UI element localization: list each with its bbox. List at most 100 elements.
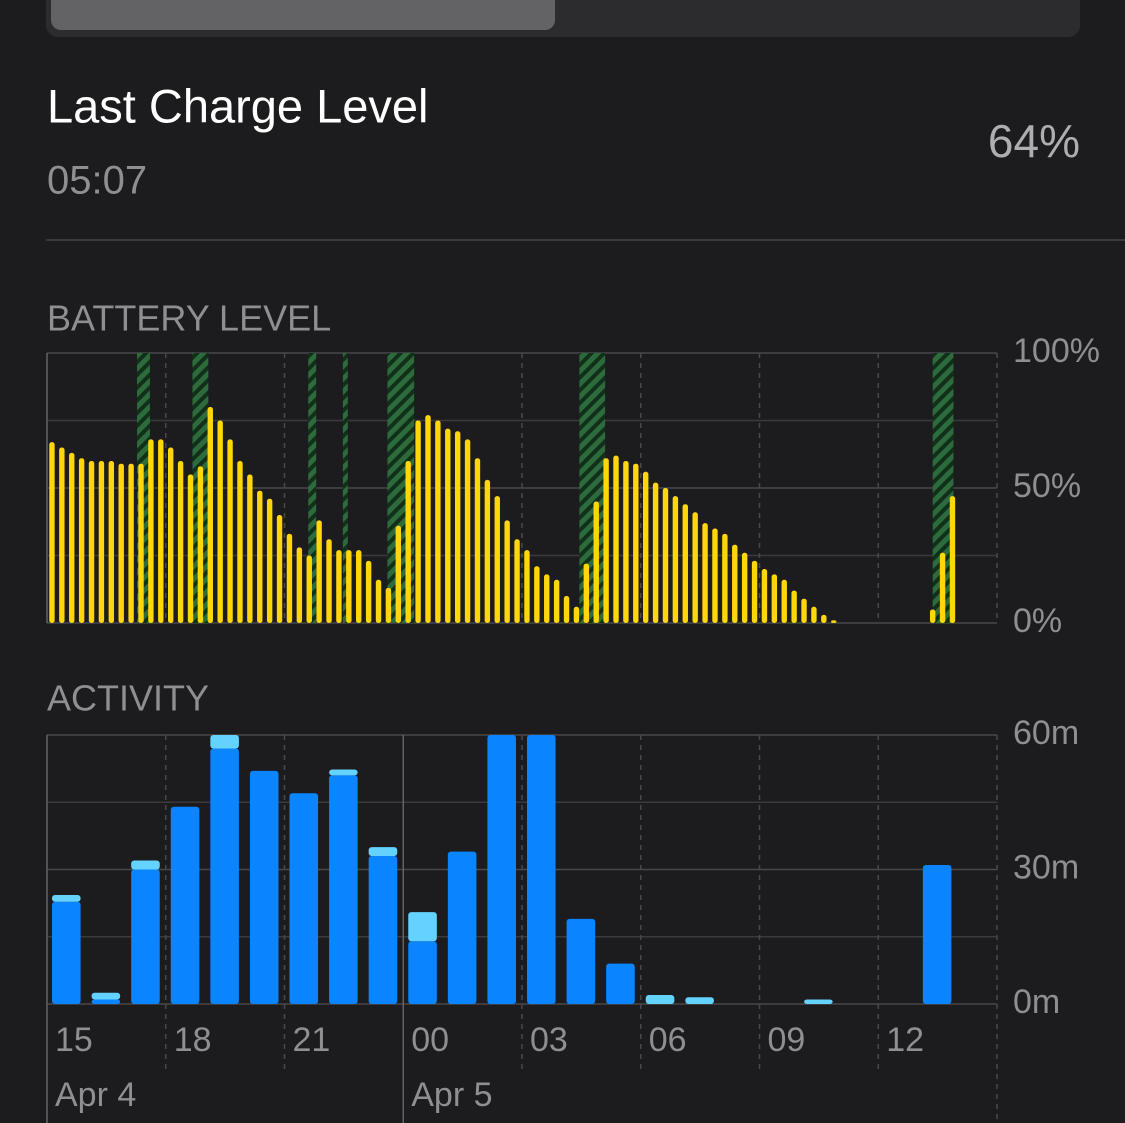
battery-bar — [118, 463, 124, 623]
charging-period — [308, 353, 317, 623]
selected-segment[interactable] — [51, 0, 555, 30]
battery-bar — [138, 463, 144, 623]
battery-bar — [148, 439, 154, 623]
battery-bar — [603, 458, 609, 623]
activity-bar — [408, 912, 437, 942]
battery-bar — [504, 520, 510, 623]
battery-bar — [682, 504, 688, 623]
battery-bar — [722, 533, 728, 623]
battery-bar — [266, 498, 273, 623]
battery-bar — [128, 463, 134, 623]
activity-bar — [368, 847, 398, 857]
battery-bar — [662, 488, 669, 623]
charging-period — [579, 353, 606, 623]
battery-bar — [108, 461, 115, 623]
battery-bar — [544, 574, 550, 623]
charge-time: 05:07 — [47, 159, 147, 203]
activity-bar — [170, 806, 200, 1004]
battery-bar — [613, 455, 619, 623]
battery-bar — [761, 569, 768, 623]
battery-bar — [415, 420, 421, 623]
battery-bar — [276, 515, 283, 623]
activity-bar — [487, 735, 516, 1004]
date-label: Apr 4 — [55, 1076, 136, 1114]
activity-bar — [52, 895, 81, 902]
charts: BATTERY LEVEL 0% 50% 100% ACTIVITY 0m 30m 60m 15… — [46, 298, 1100, 1123]
battery-bar — [296, 547, 303, 623]
x-tick-label: 00 — [411, 1021, 449, 1059]
battery-bar — [553, 579, 560, 623]
battery-bar — [98, 461, 105, 623]
battery-bar — [642, 471, 649, 623]
battery-bar — [692, 512, 698, 623]
battery-bar — [316, 520, 322, 623]
battery-bar — [464, 439, 471, 623]
activity-bar — [52, 901, 81, 1004]
battery-bar — [791, 590, 797, 623]
activity-bar — [131, 860, 160, 870]
battery-bar — [59, 447, 65, 623]
battery-bar — [306, 555, 312, 623]
activity-bar — [249, 770, 279, 1004]
battery-bar — [524, 550, 530, 623]
battery-bar — [49, 442, 55, 623]
chart-title: ACTIVITY — [47, 678, 209, 719]
charging-period — [932, 353, 954, 623]
battery-bar — [385, 587, 392, 623]
battery-bar — [563, 596, 570, 623]
x-tick-label: 06 — [649, 1021, 687, 1059]
activity-bar — [329, 775, 358, 1004]
battery-bar — [939, 552, 946, 623]
battery-bar — [425, 415, 431, 623]
battery-bar — [395, 525, 402, 623]
activity-bar — [566, 918, 596, 1004]
battery-bar — [375, 579, 382, 623]
battery-bar — [326, 539, 332, 623]
battery-bar — [831, 620, 837, 623]
activity-bar — [329, 769, 358, 776]
battery-bar — [633, 463, 639, 623]
battery-bar — [336, 550, 342, 623]
activity-bar — [922, 865, 952, 1004]
activity-bar — [210, 748, 239, 1004]
battery-bar — [247, 474, 253, 623]
battery-bar — [346, 550, 352, 623]
battery-bar — [771, 574, 778, 623]
battery-bar — [197, 466, 204, 623]
battery-bar — [494, 496, 500, 623]
battery-bar — [781, 579, 787, 623]
battery-bar — [158, 439, 164, 623]
y-tick-label: 0% — [1013, 602, 1062, 640]
battery-bar — [88, 461, 95, 623]
battery-bar — [514, 539, 520, 623]
battery-bar — [712, 528, 718, 623]
date-label: Apr 5 — [411, 1076, 492, 1114]
battery-bar — [949, 496, 956, 623]
battery-bar — [365, 560, 372, 623]
y-tick-label: 0m — [1013, 983, 1060, 1021]
battery-bar — [217, 420, 223, 623]
x-tick-label: 18 — [174, 1021, 212, 1059]
battery-bar — [573, 606, 580, 623]
battery-bar — [177, 461, 184, 623]
battery-bar — [227, 439, 233, 623]
battery-bar — [474, 458, 481, 623]
x-tick-label: 12 — [886, 1021, 924, 1059]
battery-bar — [356, 550, 362, 623]
y-tick-label: 100% — [1013, 332, 1100, 370]
x-tick-label: 09 — [768, 1021, 806, 1059]
battery-bar — [811, 606, 817, 623]
battery-bar — [801, 598, 807, 623]
battery-bar — [187, 474, 194, 623]
charging-period — [342, 353, 348, 623]
battery-bar — [702, 523, 708, 623]
battery-bar — [167, 447, 174, 623]
activity-bar — [91, 992, 121, 1000]
title: Last Charge Level — [47, 79, 428, 132]
y-tick-label: 30m — [1013, 848, 1079, 886]
activity-bar — [447, 851, 477, 1004]
battery-bar — [454, 431, 461, 623]
battery-bar — [534, 566, 540, 623]
activity-bar — [645, 995, 675, 1004]
